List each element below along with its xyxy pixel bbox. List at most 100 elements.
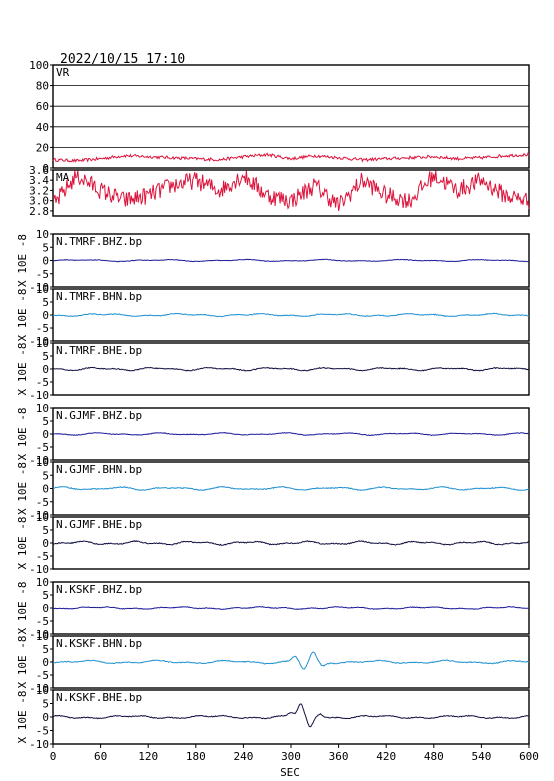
y-axis-label: X 10E -8 bbox=[16, 343, 29, 396]
series-line-gjmf-bhz bbox=[53, 432, 530, 437]
y-tick-label: -10 bbox=[29, 454, 49, 467]
y-tick-label: -5 bbox=[36, 322, 49, 335]
y-tick-label: 80 bbox=[36, 80, 49, 93]
y-tick-label: -5 bbox=[36, 669, 49, 682]
panel-label: N.TMRF.BHZ.bp bbox=[56, 235, 142, 248]
y-tick-label: 100 bbox=[29, 59, 49, 72]
y-tick-label: 20 bbox=[36, 141, 49, 154]
y-tick-label: 5 bbox=[42, 589, 49, 602]
x-tick-label: 60 bbox=[94, 750, 107, 763]
y-tick-label: -10 bbox=[29, 738, 49, 751]
y-tick-label: -5 bbox=[36, 496, 49, 509]
y-axis-label: X 10E -8 bbox=[16, 408, 29, 461]
y-tick-label: -10 bbox=[29, 563, 49, 576]
y-tick-label: 10 bbox=[36, 456, 49, 469]
y-tick-label: 0 bbox=[42, 428, 49, 441]
panel-ma: 3.63.43.23.02.8 MA bbox=[29, 164, 530, 218]
x-tick-label: 360 bbox=[329, 750, 349, 763]
y-tick-label: 10 bbox=[36, 283, 49, 296]
y-tick-label: -5 bbox=[36, 441, 49, 454]
series-line-ma bbox=[52, 170, 530, 211]
y-tick-label: 0 bbox=[42, 363, 49, 376]
y-tick-label: 10 bbox=[36, 684, 49, 697]
panel-label: N.GJMF.BHN.bp bbox=[56, 463, 142, 476]
y-tick-label: 10 bbox=[36, 630, 49, 643]
y-axis-label: X 10E -8 bbox=[16, 462, 29, 515]
y-tick-label: 5 bbox=[42, 524, 49, 537]
y-tick-label: 0 bbox=[42, 309, 49, 322]
y-tick-label: 5 bbox=[42, 469, 49, 482]
y-tick-label: 5 bbox=[42, 415, 49, 428]
y-tick-label: 5 bbox=[42, 241, 49, 254]
x-tick-label: 480 bbox=[424, 750, 444, 763]
series-line-vr bbox=[52, 151, 530, 163]
series-line-gjmf-bhn bbox=[52, 485, 530, 491]
y-tick-label: -10 bbox=[29, 281, 49, 294]
y-tick-label: 10 bbox=[36, 337, 49, 350]
y-tick-label: 0 bbox=[42, 656, 49, 669]
x-tick-label: 300 bbox=[281, 750, 301, 763]
series-line-tmrf-bhn bbox=[52, 312, 530, 318]
y-tick-label: 3.6 bbox=[29, 164, 49, 177]
x-tick-label: 0 bbox=[50, 750, 57, 763]
y-tick-label: 0 bbox=[42, 537, 49, 550]
y-tick-label: -10 bbox=[29, 389, 49, 402]
y-tick-label: 5 bbox=[42, 296, 49, 309]
series-line-kskf-bhn bbox=[52, 651, 530, 670]
series-line-kskf-bhe bbox=[53, 703, 530, 728]
y-axis-label: X 10E -8 bbox=[16, 234, 29, 287]
panel-label: N.GJMF.BHZ.bp bbox=[56, 409, 142, 422]
series-line-kskf-bhz bbox=[53, 605, 530, 611]
panel-label: N.KSKF.BHE.bp bbox=[56, 691, 142, 704]
x-tick-label: 240 bbox=[233, 750, 253, 763]
y-tick-label: 0 bbox=[42, 162, 49, 175]
panel-label: VR bbox=[56, 66, 70, 79]
x-tick-label: 120 bbox=[138, 750, 158, 763]
y-tick-label: 0 bbox=[42, 483, 49, 496]
y-tick-label: 60 bbox=[36, 100, 49, 113]
series-line-gjmf-bhe bbox=[52, 540, 530, 546]
y-tick-label: -5 bbox=[36, 376, 49, 389]
panel-frame bbox=[52, 169, 530, 217]
y-tick-label: 40 bbox=[36, 121, 49, 134]
y-tick-label: -10 bbox=[29, 335, 49, 348]
y-axis-label: X 10E -8 bbox=[16, 517, 29, 570]
panel-label: N.KSKF.BHZ.bp bbox=[56, 583, 142, 596]
y-tick-label: -5 bbox=[36, 268, 49, 281]
y-tick-label: -10 bbox=[29, 682, 49, 695]
y-tick-label: 5 bbox=[42, 350, 49, 363]
y-tick-label: -10 bbox=[29, 628, 49, 641]
panel-label: N.TMRF.BHN.bp bbox=[56, 290, 142, 303]
y-tick-label: 3.4 bbox=[29, 174, 49, 187]
panel-frame bbox=[52, 64, 530, 169]
y-axis-label: X 10E -8 bbox=[16, 636, 29, 689]
y-tick-label: 5 bbox=[42, 698, 49, 711]
x-tick-label: 540 bbox=[471, 750, 491, 763]
y-tick-label: 3.0 bbox=[29, 195, 49, 208]
panel-vr: 100 80 60 40 20 0 VR bbox=[29, 59, 530, 175]
panel-label: N.GJMF.BHE.bp bbox=[56, 518, 142, 531]
x-axis-label: SEC bbox=[280, 766, 300, 779]
panels: 100806040200VR3.63.43.23.02.8MA1050-5-10… bbox=[16, 59, 530, 751]
series-line-tmrf-bhz bbox=[53, 258, 530, 263]
y-tick-label: 10 bbox=[36, 402, 49, 415]
y-tick-label: 10 bbox=[36, 228, 49, 241]
y-tick-label: 10 bbox=[36, 576, 49, 589]
x-tick-label: 420 bbox=[376, 750, 396, 763]
x-tick-label: 180 bbox=[186, 750, 206, 763]
y-tick-label: 3.2 bbox=[29, 184, 49, 197]
panel-label: N.TMRF.BHE.bp bbox=[56, 344, 142, 357]
y-tick-label: 0 bbox=[42, 255, 49, 268]
y-tick-label: -10 bbox=[29, 509, 49, 522]
y-axis-label: X 10E -8 bbox=[16, 691, 29, 744]
y-axis-label: X 10E -8 bbox=[16, 582, 29, 635]
panel-label: N.KSKF.BHN.bp bbox=[56, 637, 142, 650]
